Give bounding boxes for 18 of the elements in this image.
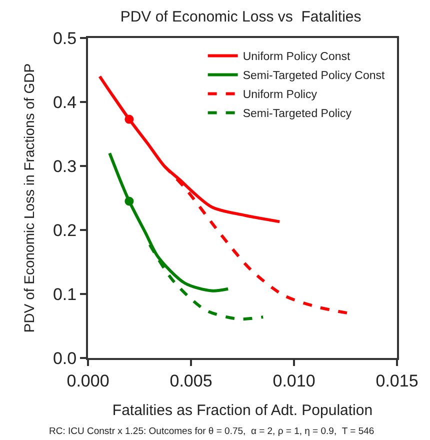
y-tick-label: 0.1 <box>52 284 77 304</box>
chart-title: PDV of Economic Loss vs Fatalities <box>120 8 362 26</box>
x-tick-label: 0.015 <box>376 371 418 390</box>
y-tick-label: 0.3 <box>52 156 77 176</box>
text: RC: ICU Constr x 1.25: Outcomes for θ = 0.75, α = 2, ρ = 1, η = 0.9, T = 546 <box>49 426 374 437</box>
legend-label: Semi-Targeted Policy <box>242 108 352 120</box>
legend-label: Semi-Targeted Policy Const <box>242 70 386 82</box>
legend-label: Uniform Policy <box>242 89 318 102</box>
y-axis-title: PDV of Economic Loss in Fractions of GDP <box>21 63 38 333</box>
legend-label: Uniform Policy Const <box>242 51 351 64</box>
y-tick-label: 0.2 <box>52 220 77 240</box>
text: 0.000 <box>66 371 110 390</box>
x-tick-label: 0.005 <box>170 371 212 390</box>
text: 0.5 <box>52 28 77 48</box>
y-tick-label: 0.4 <box>52 92 77 112</box>
text: 0.010 <box>272 371 316 390</box>
x-axis-title: Fatalities as Fraction of Adt. Population <box>112 402 373 419</box>
text: 0.0 <box>52 348 77 368</box>
